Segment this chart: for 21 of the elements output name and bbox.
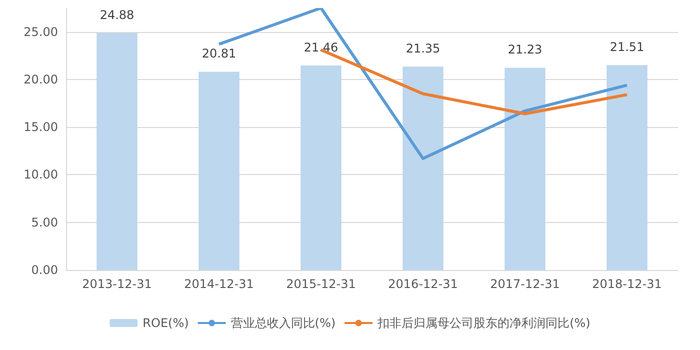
y-tick-label: 0.00 bbox=[31, 263, 58, 277]
legend-label: ROE(%) bbox=[142, 316, 189, 330]
data-label: 21.35 bbox=[406, 42, 440, 56]
x-tick-label: 2015-12-31 bbox=[286, 277, 356, 291]
data-label: 21.23 bbox=[508, 42, 542, 57]
y-tick-label: 10.00 bbox=[24, 168, 58, 182]
x-tick-label: 2016-12-31 bbox=[388, 277, 458, 291]
legend-label: 扣非后归属母公司股东的净利润同比(%) bbox=[376, 316, 590, 330]
x-tick-label: 2014-12-31 bbox=[184, 277, 254, 291]
data-label: 20.81 bbox=[202, 46, 236, 61]
data-label: 21.46 bbox=[304, 40, 338, 55]
y-tick-label: 20.00 bbox=[24, 72, 58, 86]
y-tick-label: 15.00 bbox=[24, 120, 58, 134]
x-tick-label: 2013-12-31 bbox=[82, 277, 152, 291]
data-label: 24.88 bbox=[100, 8, 134, 22]
y-tick-label: 25.00 bbox=[24, 24, 58, 39]
y-tick-label: 5.00 bbox=[31, 215, 58, 230]
legend-label: 营业总收入同比(%) bbox=[230, 316, 336, 330]
data-label: 21.51 bbox=[610, 40, 644, 54]
x-tick-label: 2017-12-31 bbox=[490, 277, 560, 291]
x-tick-label: 2018-12-31 bbox=[592, 277, 662, 291]
